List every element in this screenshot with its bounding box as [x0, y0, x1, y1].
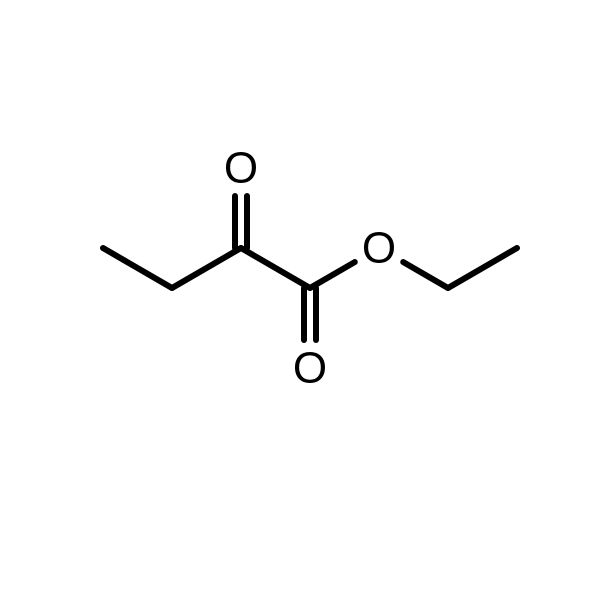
bond-line: [241, 248, 310, 288]
bond-layer: [103, 196, 517, 340]
atom-label-o: O: [293, 344, 327, 393]
molecule-canvas: O O O: [0, 0, 600, 600]
atom-label-o: O: [224, 144, 258, 193]
bond-line: [172, 248, 241, 288]
atom-layer: O O O: [224, 144, 396, 393]
atom-label-o: O: [362, 224, 396, 273]
bond-line: [448, 248, 517, 288]
bond-line: [310, 262, 355, 288]
bond-line: [103, 248, 172, 288]
bond-line: [403, 262, 448, 288]
